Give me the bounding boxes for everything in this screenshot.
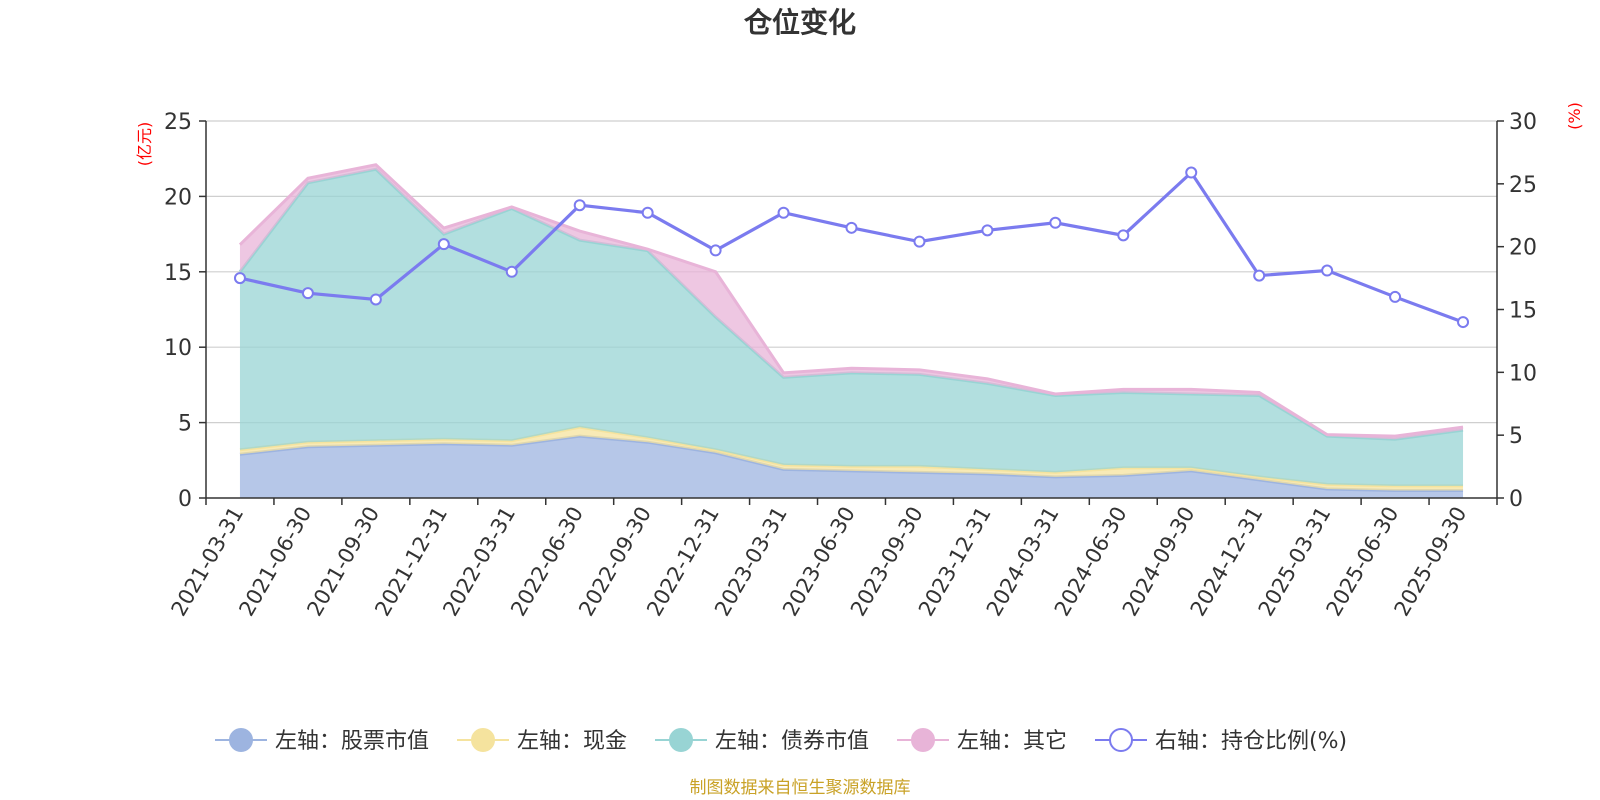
legend-item[interactable]: 左轴：股票市值 — [215, 728, 429, 754]
x-tick-label: 2021-09-30 — [302, 503, 384, 621]
ratio-point — [981, 224, 994, 237]
ratio-line — [233, 166, 1470, 329]
left-axis-unit: (亿元) — [135, 122, 154, 167]
right-tick-label: 5 — [1509, 424, 1523, 449]
x-tick-label: 2024-12-31 — [1186, 503, 1268, 621]
ratio-point — [777, 206, 790, 219]
left-tick-label: 25 — [164, 110, 192, 135]
legend-label: 左轴：现金 — [517, 729, 627, 754]
x-tick-label: 2024-06-30 — [1050, 503, 1132, 621]
legend-marker — [229, 728, 253, 752]
x-tick-label: 2021-06-30 — [234, 503, 316, 621]
x-tick-label: 2023-12-31 — [914, 503, 996, 621]
ratio-point — [845, 221, 858, 234]
area-series-4-edge — [238, 163, 1464, 438]
ratio-point — [1253, 269, 1266, 282]
ratio-point — [1457, 316, 1470, 329]
x-tick-label: 2022-09-30 — [574, 503, 656, 621]
right-axis-unit: (%) — [1565, 102, 1584, 130]
x-tick-label: 2022-06-30 — [506, 503, 588, 621]
ratio-point — [233, 272, 246, 285]
x-tick-label: 2023-09-30 — [846, 503, 928, 621]
x-tick-label: 2025-06-30 — [1322, 503, 1404, 621]
x-tick-label: 2024-09-30 — [1118, 503, 1200, 621]
legend-item[interactable]: 左轴：债券市值 — [655, 728, 869, 754]
right-tick-label: 30 — [1509, 110, 1537, 135]
area-series-3 — [239, 169, 1464, 486]
area-series-1 — [239, 436, 1464, 498]
x-tick-label: 2023-03-31 — [710, 503, 792, 621]
ratio-point — [641, 206, 654, 219]
right-tick-label: 15 — [1509, 299, 1537, 324]
right-tick-label: 20 — [1509, 236, 1537, 261]
chart-title: 仓位变化 — [744, 6, 856, 39]
ratio-point — [1117, 229, 1130, 242]
ratio-point — [437, 238, 450, 251]
left-tick-label: 20 — [164, 185, 192, 210]
x-tick-label: 2024-03-31 — [982, 503, 1064, 621]
x-tick-label: 2022-03-31 — [438, 503, 520, 621]
legend-item[interactable]: 左轴：其它 — [897, 728, 1067, 754]
x-tick-label: 2025-03-31 — [1254, 503, 1336, 621]
legend-marker — [669, 728, 693, 752]
ratio-point — [573, 199, 586, 212]
source-note: 制图数据来自恒生聚源数据库 — [690, 778, 911, 798]
x-tick-label: 2021-12-31 — [370, 503, 452, 621]
right-tick-label: 0 — [1509, 487, 1523, 512]
ratio-point — [913, 235, 926, 248]
x-tick-label: 2021-03-31 — [166, 503, 248, 621]
x-tick-label: 2022-12-31 — [642, 503, 724, 621]
ratio-point — [1389, 290, 1402, 303]
ratio-point — [1185, 166, 1198, 179]
ratio-point — [709, 244, 722, 257]
ratio-point — [301, 287, 314, 300]
legend-marker — [1109, 728, 1133, 752]
legend-label: 左轴：股票市值 — [275, 729, 429, 754]
right-tick-label: 25 — [1509, 173, 1537, 198]
legend-label: 右轴：持仓比例(%) — [1155, 729, 1347, 754]
x-tick-label: 2023-06-30 — [778, 503, 860, 621]
legend[interactable]: 左轴：股票市值 左轴：现金 左轴：债券市值 左轴：其它 右轴：持仓比例(%) — [215, 728, 1347, 754]
ratio-point — [1321, 264, 1334, 277]
stacked-areas — [238, 163, 1464, 498]
ratio-point — [505, 265, 518, 278]
legend-item[interactable]: 右轴：持仓比例(%) — [1095, 728, 1347, 754]
left-tick-label: 15 — [164, 261, 192, 286]
left-tick-label: 5 — [178, 412, 192, 437]
legend-label: 左轴：债券市值 — [715, 729, 869, 754]
legend-label: 左轴：其它 — [957, 729, 1067, 754]
left-tick-label: 10 — [164, 336, 192, 361]
legend-item[interactable]: 左轴：现金 — [457, 728, 627, 754]
right-tick-label: 10 — [1509, 361, 1537, 386]
x-tick-label: 2025-09-30 — [1390, 503, 1472, 621]
left-tick-label: 0 — [178, 487, 192, 512]
legend-marker — [911, 728, 935, 752]
ratio-point — [1049, 216, 1062, 229]
legend-marker — [471, 728, 495, 752]
ratio-point — [369, 293, 382, 306]
